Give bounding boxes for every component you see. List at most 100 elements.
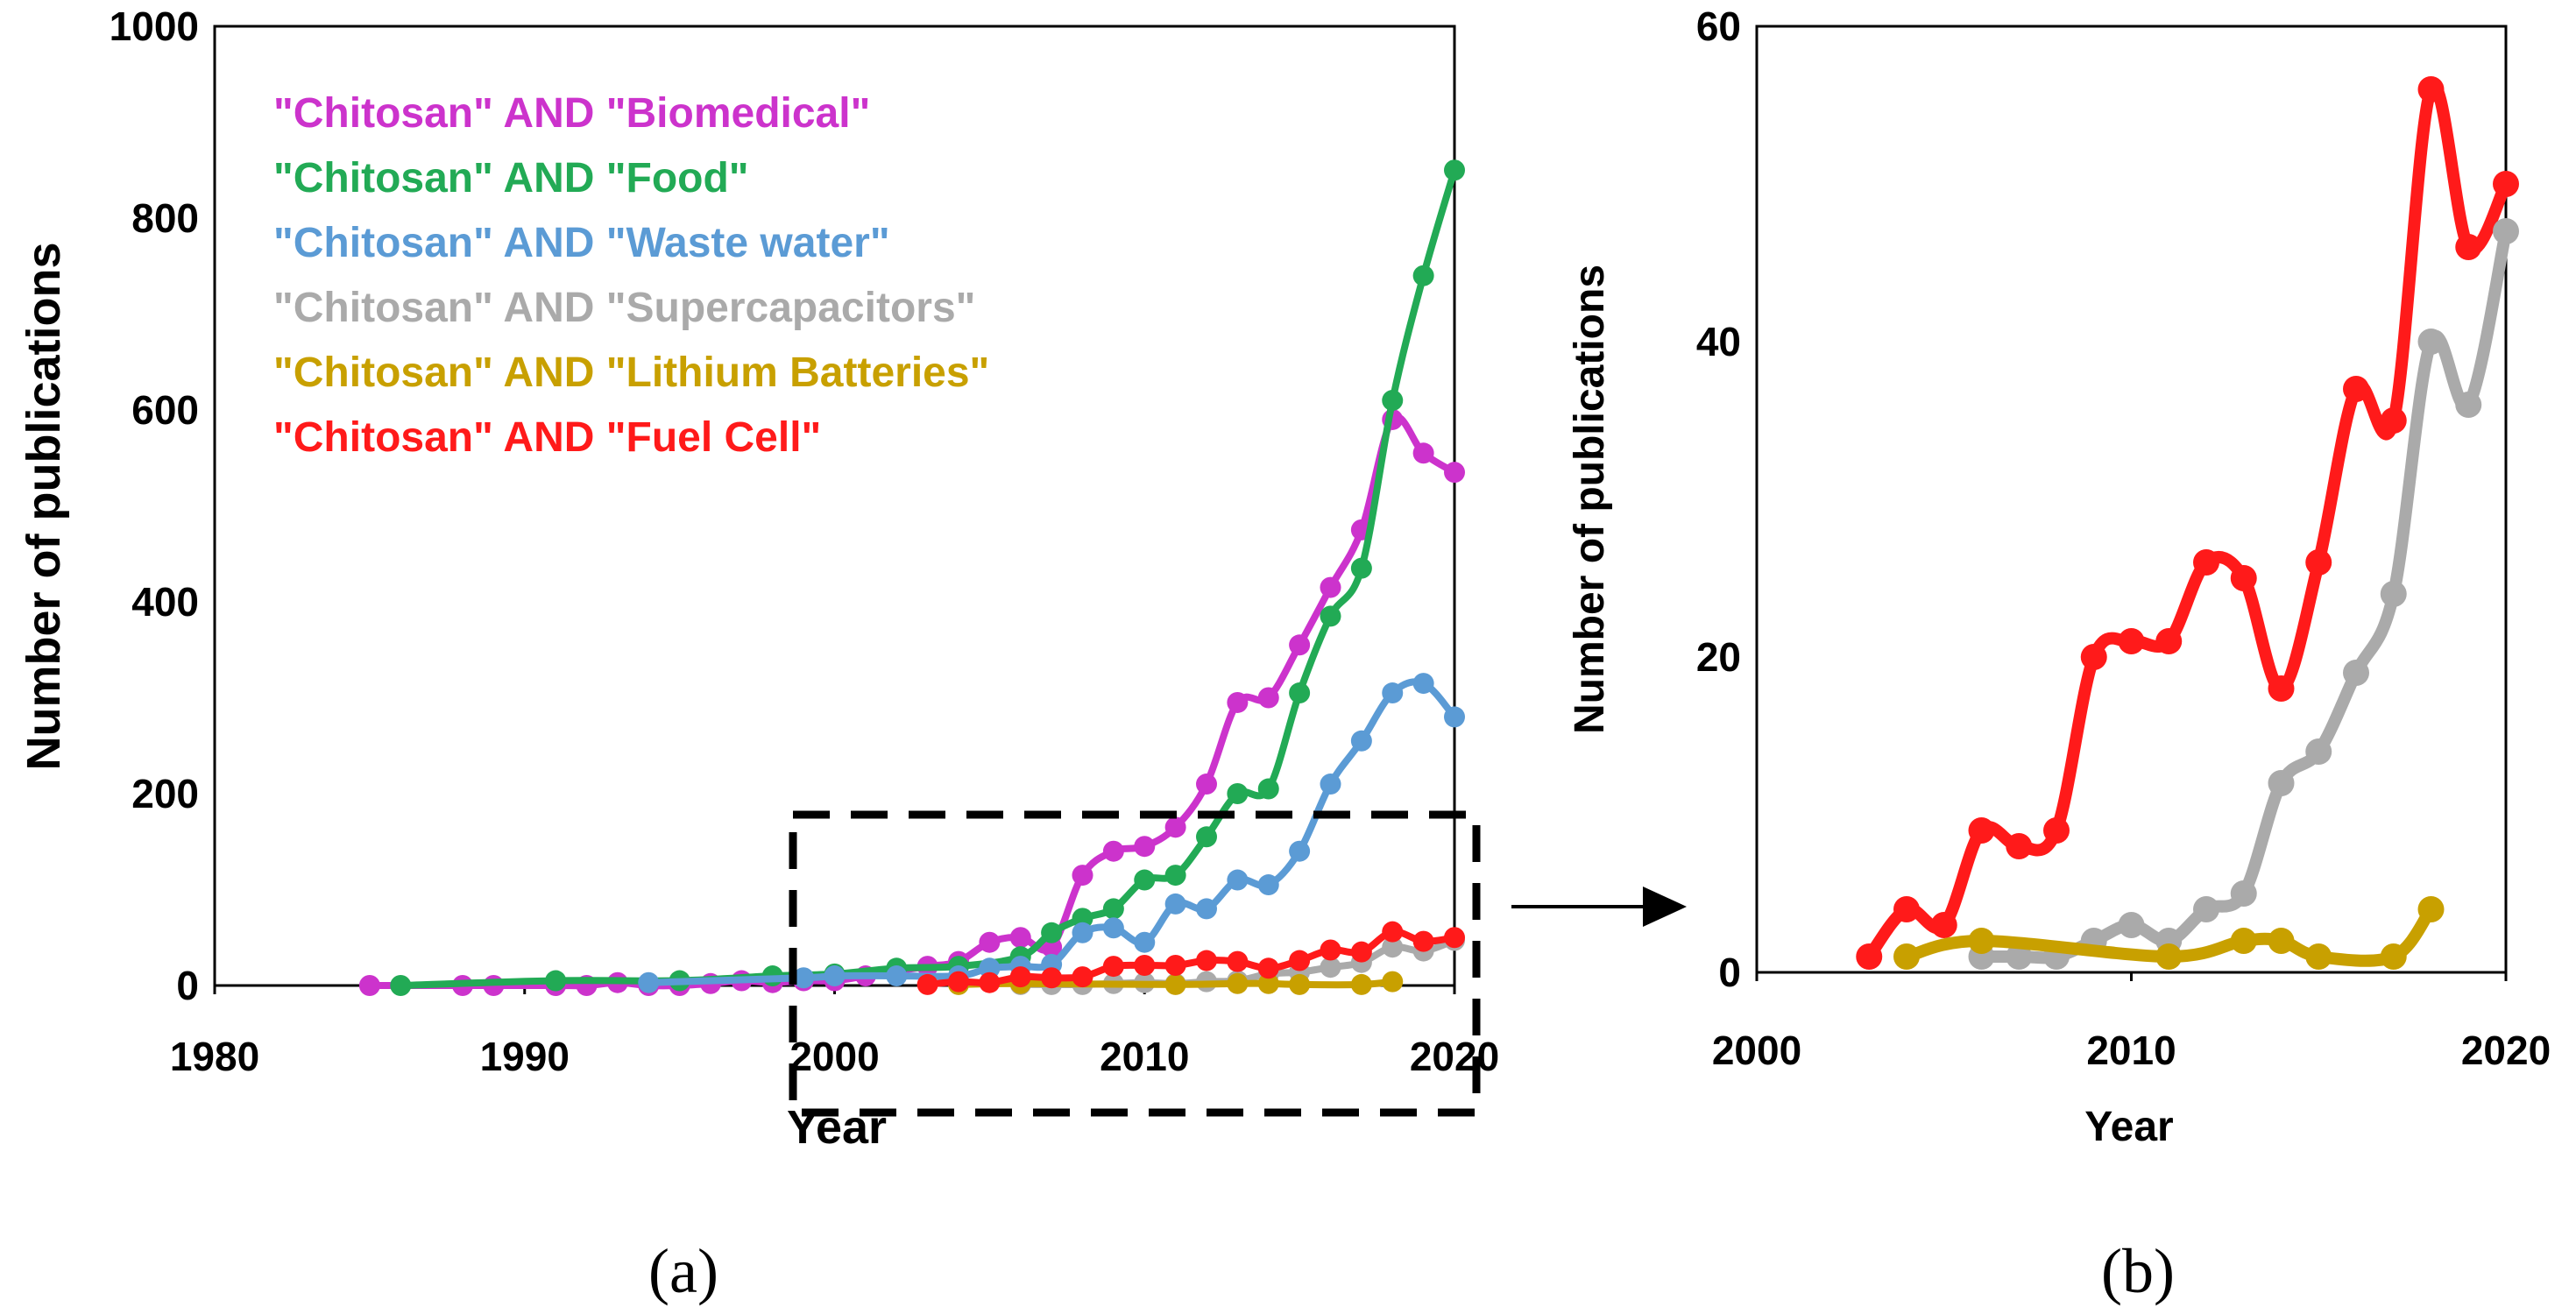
- panel-b-data-point: [2268, 675, 2295, 702]
- panel-a-data-point: [1444, 159, 1465, 181]
- panel-a-series-chitosan-and-fuel-cell: [916, 921, 1465, 995]
- panel-a-y-tick-label: 400: [131, 579, 199, 625]
- panel-b-data-point: [2455, 234, 2482, 260]
- panel-a-data-point: [1134, 836, 1156, 858]
- panel-a-data-point: [1227, 783, 1249, 804]
- panel-a-data-point: [1164, 955, 1186, 977]
- panel-a-data-point: [1257, 778, 1279, 800]
- panel-b-series-supercapacitors: [1968, 218, 2519, 970]
- panel-b-data-point: [2417, 328, 2445, 355]
- panel-a-data-point: [1320, 939, 1341, 961]
- panel-b-data-point: [2493, 171, 2519, 197]
- panel-b-data-point: [2080, 644, 2107, 670]
- panel-a-chart: 1980 1990 2000 2010 2020 0 200 400 600 800 1000 "C…: [18, 4, 1687, 1306]
- panel-a-data-point: [1320, 576, 1341, 598]
- panel-b-data-point: [2305, 549, 2332, 576]
- panel-a-data-point: [1227, 691, 1249, 713]
- panel-a-data-point: [1444, 462, 1465, 484]
- zoom-arrow-head: [1643, 887, 1687, 927]
- panel-a-data-point: [1041, 922, 1063, 943]
- panel-b-data-point: [1968, 928, 1995, 954]
- panel-a-data-point: [916, 973, 938, 995]
- panel-b-data-point: [2343, 376, 2369, 402]
- panel-a-data-point: [1041, 967, 1063, 989]
- panel-a-data-point: [1289, 682, 1311, 704]
- panel-a-data-point: [1320, 774, 1341, 795]
- panel-b-data-point: [2193, 549, 2219, 576]
- panel-a-data-point: [1072, 908, 1093, 929]
- panel-a-x-tick-label: 2010: [1100, 1034, 1189, 1079]
- panel-b-data-point: [2268, 928, 2295, 954]
- panel-b-data-point: [2380, 407, 2407, 434]
- panel-b-data-point: [1930, 912, 1957, 938]
- panel-a-data-point: [1257, 972, 1279, 994]
- panel-a-x-tick-label: 1990: [480, 1034, 570, 1079]
- panel-b-series-lithium-batteries: [1893, 896, 2445, 970]
- panel-a-data-point: [1382, 390, 1404, 412]
- panel-b-data-point: [1856, 943, 1883, 970]
- panel-a-y-tick-label: 200: [131, 771, 199, 816]
- panel-b-data-point: [2380, 581, 2407, 607]
- panel-a-y-tick-label: 800: [131, 195, 199, 241]
- legend-entry-chitosan-and-biomedical: "Chitosan" AND "Biomedical": [273, 90, 870, 137]
- panel-a-data-point: [1102, 840, 1124, 862]
- panel-a-data-point: [1196, 826, 1217, 848]
- panel-a-data-point: [1072, 865, 1093, 887]
- panel-a-series-line: [365, 413, 1458, 990]
- panel-a-data-point: [793, 967, 815, 989]
- panel-a-data-point: [1164, 893, 1186, 915]
- panel-a-y-tick-label: 1000: [110, 4, 199, 49]
- panel-a-y-axis-title: Number of publications: [18, 242, 70, 770]
- panel-a-x-tick-label: 2020: [1410, 1034, 1499, 1079]
- panel-b-data-point: [2230, 928, 2257, 954]
- panel-a-data-point: [1350, 973, 1372, 995]
- panel-a-data-point: [1164, 816, 1186, 838]
- panel-b-data-point: [1968, 817, 1995, 844]
- panel-a-data-point: [1134, 869, 1156, 891]
- panel-a-data-point: [1289, 950, 1311, 971]
- legend-entry-chitosan-and-waste-water: "Chitosan" AND "Waste water": [273, 220, 890, 266]
- panel-b-data-point: [2155, 943, 2183, 970]
- panel-b-data-point: [2230, 880, 2257, 907]
- panel-a-data-point: [1320, 957, 1341, 978]
- panel-b-series-fuel-cell: [1856, 76, 2519, 970]
- panel-a-y-tick-label: 600: [131, 387, 199, 433]
- panel-b-data-point: [1893, 943, 1920, 970]
- panel-a-data-point: [1320, 605, 1341, 627]
- panel-a-series-chitosan-and-waste-water: [638, 673, 1465, 993]
- legend-entry-chitosan-and-fuel-cell: "Chitosan" AND "Fuel Cell": [273, 414, 821, 461]
- panel-b-data-point: [2417, 896, 2445, 922]
- panel-a-data-point: [638, 971, 660, 993]
- panel-b-y-tick-label: 60: [1696, 4, 1741, 49]
- panel-a-data-point: [1164, 865, 1186, 887]
- panel-b-data-point: [2230, 565, 2257, 591]
- panel-a-x-tick-label: 2000: [789, 1034, 879, 1079]
- panel-b-data-point: [2417, 76, 2445, 102]
- panel-b-data-point: [2043, 817, 2070, 844]
- panel-b-x-tick-label: 2020: [2461, 1028, 2551, 1073]
- panel-a-data-point: [1041, 936, 1063, 958]
- panel-b-chart: 2000 2010 2020 0 20 40 60 Year Number of publi…: [1567, 4, 2551, 1306]
- panel-a-data-point: [1134, 955, 1156, 977]
- panel-a-data-point: [1164, 973, 1186, 995]
- panel-b-label: (b): [2101, 1236, 2175, 1306]
- panel-a-data-point: [1444, 706, 1465, 728]
- panel-b-data-point: [2006, 943, 2033, 970]
- panel-b-y-axis-title: Number of publications: [1567, 265, 1613, 734]
- panel-a-data-point: [1227, 869, 1249, 891]
- panel-b-y-tick-label: 0: [1718, 950, 1741, 995]
- panel-a-data-point: [1289, 973, 1311, 995]
- panel-a-data-point: [1257, 687, 1279, 709]
- panel-b-data-point: [2343, 660, 2369, 686]
- panel-a-data-point: [1227, 950, 1249, 972]
- panel-b-data-point: [2118, 912, 2145, 938]
- panel-a-data-point: [358, 975, 380, 996]
- panel-b-data-point: [2268, 770, 2295, 796]
- panel-b-data-point: [2455, 392, 2482, 418]
- panel-b-data-point: [2380, 943, 2407, 970]
- panel-a-data-point: [1412, 673, 1434, 695]
- panel-b-x-tick-label: 2010: [2086, 1028, 2176, 1073]
- panel-a-data-point: [1072, 922, 1093, 943]
- panel-a-data-point: [1382, 682, 1404, 704]
